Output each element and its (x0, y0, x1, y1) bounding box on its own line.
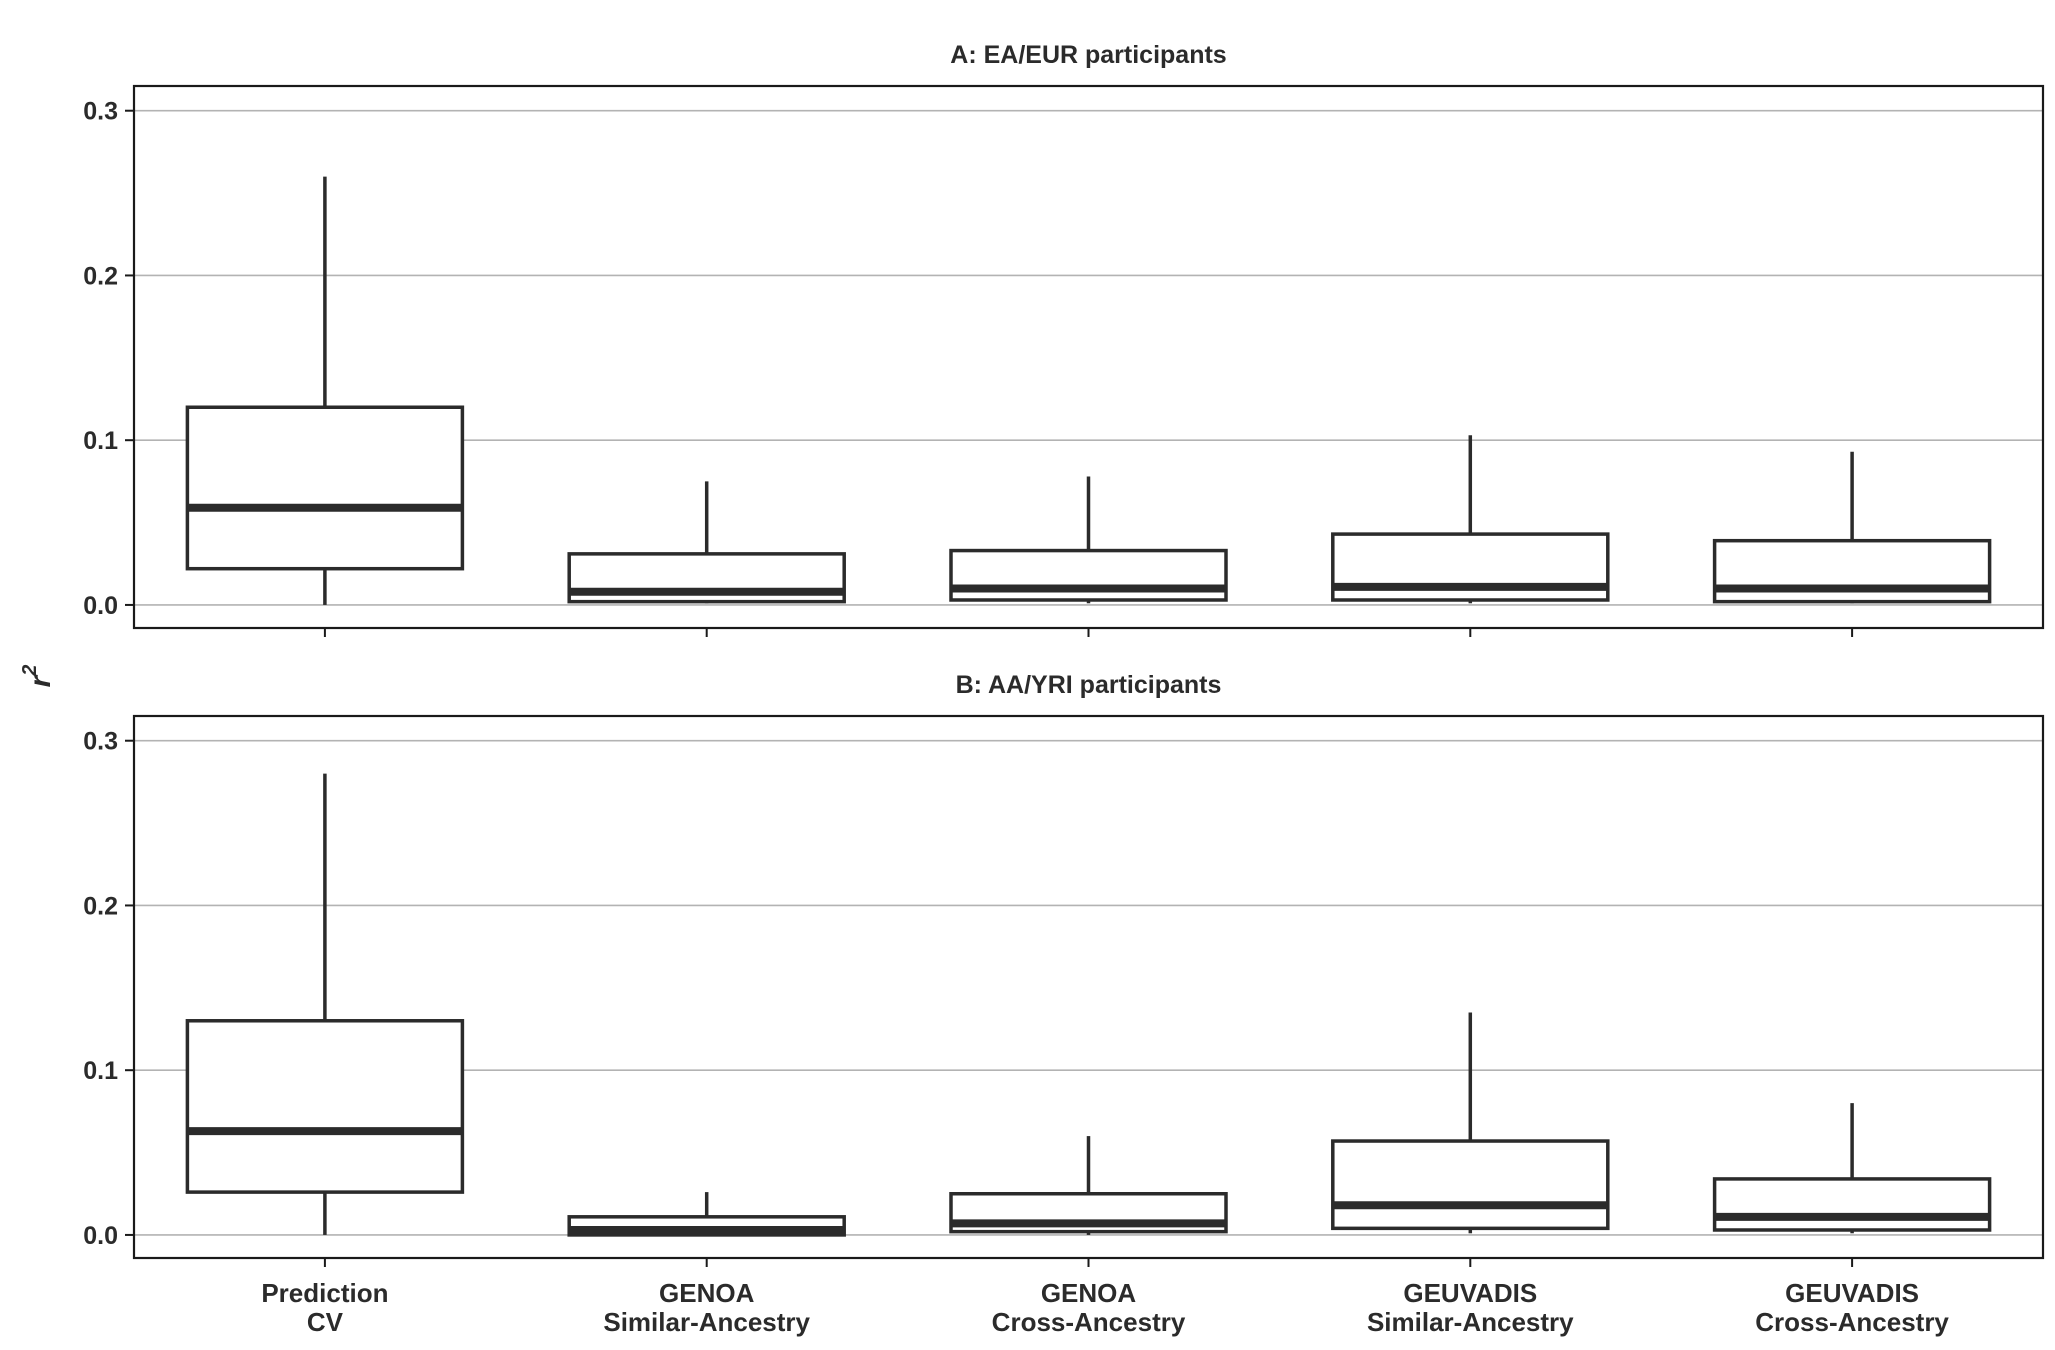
x-category-label-line1: GENOA (1041, 1278, 1137, 1308)
box-1 (185, 773, 465, 1235)
y-axis-label-base: r (24, 673, 57, 687)
x-category-label-line2: Cross-Ancestry (1755, 1307, 1949, 1337)
box-iqr (1712, 1177, 1992, 1232)
x-category-label-line1: GEUVADIS (1785, 1278, 1919, 1308)
panel-border (132, 84, 2045, 630)
y-tick-label: 0.1 (83, 427, 118, 455)
box-3 (949, 476, 1228, 604)
panel-title: B: AA/YRI participants (956, 671, 1222, 699)
box-5 (1712, 451, 1992, 604)
y-tick-label: 0.0 (83, 592, 118, 620)
y-axis-label-superscript: 2 (19, 665, 41, 677)
y-tick-label: 0.0 (83, 1222, 118, 1250)
box-iqr (1712, 538, 1992, 604)
box-iqr (185, 405, 465, 571)
x-category-label-line1: Prediction (261, 1278, 388, 1308)
y-tick-label: 0.1 (83, 1057, 118, 1085)
box-5 (1712, 1103, 1992, 1234)
panel-border (132, 714, 2045, 1260)
y-tick-label: 0.3 (83, 728, 118, 756)
panel-b: B: AA/YRI participants 0.0 0.1 0.2 0.3 Predic… (83, 671, 2045, 1337)
box-4 (1331, 1012, 1610, 1234)
x-category-label-line2: Similar-Ancestry (1367, 1307, 1574, 1337)
y-tick-label: 0.2 (83, 262, 118, 290)
box-4 (1331, 435, 1610, 604)
x-category-label-line2: CV (307, 1307, 344, 1337)
x-category-label-line2: Similar-Ancestry (603, 1307, 810, 1337)
y-tick-label: 0.2 (83, 892, 118, 920)
y-axis-label: r2 (19, 665, 57, 688)
x-category-label-line1: GEUVADIS (1403, 1278, 1537, 1308)
x-category-label-line2: Cross-Ancestry (992, 1307, 1186, 1337)
box-2 (567, 481, 846, 604)
box-iqr (185, 1019, 465, 1194)
panel-a: A: EA/EUR participants 0.0 0.1 0.2 0.3 (83, 41, 2045, 637)
y-tick-label: 0.3 (83, 98, 118, 126)
box-3 (949, 1136, 1228, 1235)
x-category-label-line1: GENOA (659, 1278, 755, 1308)
box-iqr (949, 548, 1228, 602)
box-iqr (1331, 1139, 1610, 1231)
panel-title: A: EA/EUR participants (950, 41, 1226, 69)
box-2 (567, 1192, 846, 1237)
box-1 (185, 176, 465, 605)
